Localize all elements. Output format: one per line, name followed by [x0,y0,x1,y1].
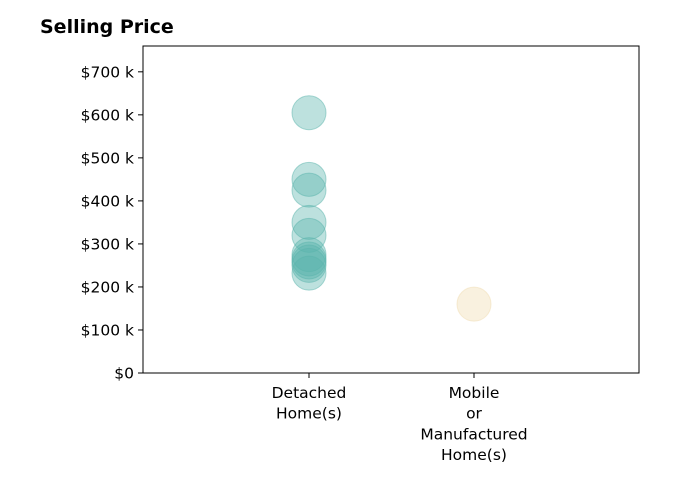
y-tick-label: $0 [114,365,134,383]
plot-area-frame [142,45,640,374]
y-tick-label: $400 k [81,192,134,210]
y-tick-label: $600 k [81,106,134,124]
x-tick-label: Manufactured [420,425,527,443]
y-tick-label: $500 k [81,149,134,167]
y-tick-label: $300 k [81,235,134,253]
x-tick-label: Detached [272,384,347,402]
scatter-point [291,161,327,197]
scatter-point [291,172,327,208]
scatter-point [291,95,327,131]
scatter-point [456,286,492,322]
scatter-point [291,255,327,291]
chart-title: Selling Price [40,16,174,38]
y-tick-label: $700 k [81,63,134,81]
scatter-point [291,204,327,240]
x-tick-label: Mobile [449,384,500,402]
x-tick-label: Home(s) [276,405,342,423]
scatter-point [291,237,327,273]
y-tick-label: $100 k [81,321,134,339]
y-tick-label: $200 k [81,278,134,296]
x-tick-label: or [466,405,482,423]
scatter-point [291,247,327,283]
x-tick-label: Home(s) [441,446,507,464]
